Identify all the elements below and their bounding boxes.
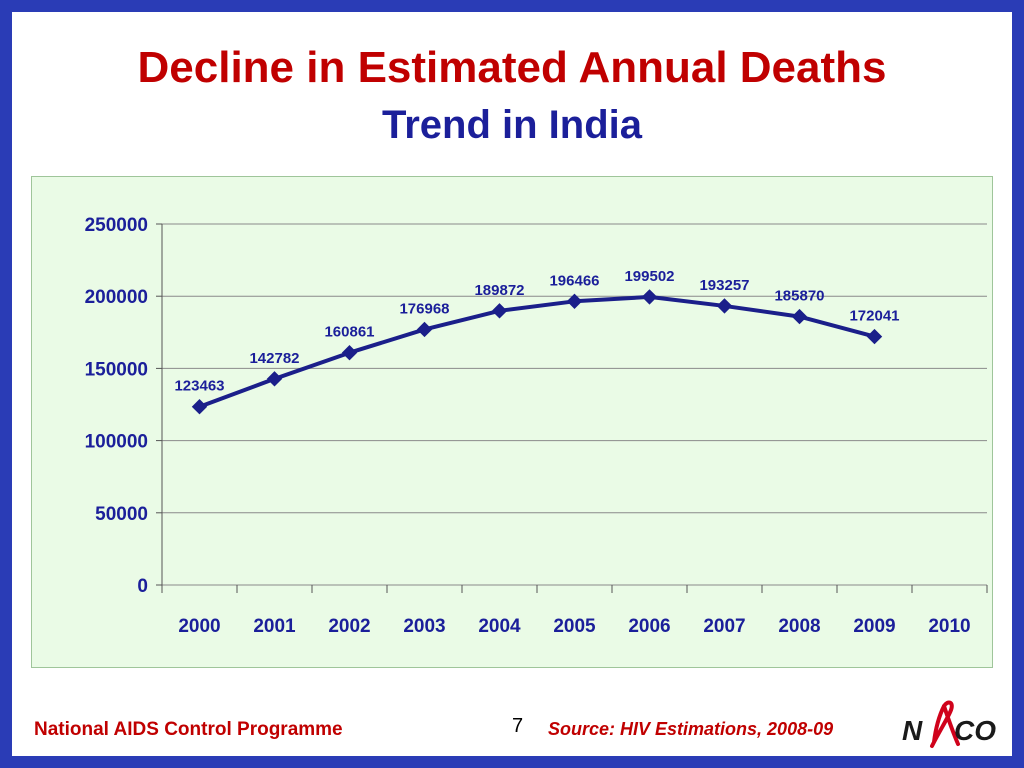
data-point: [566, 293, 583, 310]
data-label: 196466: [549, 272, 599, 289]
series: [191, 289, 883, 415]
y-tick-label: 100000: [85, 432, 148, 453]
y-tick-label: 150000: [85, 359, 148, 380]
chart-title: Decline in Estimated Annual Deaths: [137, 43, 887, 92]
data-point: [716, 298, 733, 314]
naco-logo: N CO: [902, 700, 996, 748]
page-number: 7: [512, 715, 524, 737]
data-label: 199502: [624, 268, 674, 285]
footer-organization: National AIDS Control Programme: [34, 719, 343, 740]
x-tick-label: 2005: [553, 616, 596, 637]
x-tick-label: 2004: [478, 616, 521, 637]
series-line: [198, 294, 876, 409]
x-tick-label: 2008: [778, 616, 820, 637]
slide: Decline in Estimated Annual Deaths Trend…: [12, 12, 1012, 756]
data-point: [866, 328, 883, 345]
chart-subtitle: Trend in India: [381, 103, 643, 147]
data-labels: 123463 142782 160861 176968 189872 196466 1995…: [174, 268, 899, 395]
data-point: [491, 303, 508, 319]
data-label: 189872: [474, 282, 524, 299]
data-label: 176968: [399, 300, 449, 317]
x-tick-label: 2010: [928, 616, 970, 637]
y-tick-label: 0: [137, 576, 148, 597]
y-tick-label: 250000: [85, 215, 148, 236]
data-label: 142782: [249, 350, 299, 367]
svg-text:CO: CO: [954, 715, 996, 746]
svg-text:N: N: [902, 715, 923, 746]
data-point: [416, 321, 433, 338]
data-label: 160861: [324, 324, 374, 341]
data-label: 123463: [174, 378, 224, 395]
x-tick-label: 2003: [403, 616, 445, 637]
x-tick-label: 2009: [853, 616, 895, 637]
data-point: [341, 345, 358, 361]
y-tick-labels: 0 50000 100000 150000 200000 250000: [85, 215, 148, 597]
data-point: [791, 308, 808, 325]
footer-source: Source: HIV Estimations, 2008-09: [548, 719, 834, 739]
x-tick-label: 2002: [328, 616, 370, 637]
x-tick-label: 2000: [178, 616, 220, 637]
x-tick-label: 2001: [253, 616, 296, 637]
data-label: 172041: [849, 308, 899, 325]
data-label: 193257: [699, 277, 749, 294]
chart-area: 0 50000 100000 150000 200000 250000 2000 2001 2…: [31, 176, 993, 668]
data-point: [191, 399, 208, 415]
y-tick-label: 50000: [95, 504, 148, 525]
data-point: [266, 371, 283, 387]
data-label: 185870: [774, 288, 824, 305]
data-point: [641, 289, 658, 305]
x-tick-labels: 2000 2001 2002 2003 2004 2005 2006 2007 2008 2009…: [178, 616, 970, 637]
y-tick-label: 200000: [85, 287, 148, 308]
x-tick-label: 2006: [628, 616, 670, 637]
axes: [156, 223, 988, 593]
x-tick-label: 2007: [703, 616, 745, 637]
